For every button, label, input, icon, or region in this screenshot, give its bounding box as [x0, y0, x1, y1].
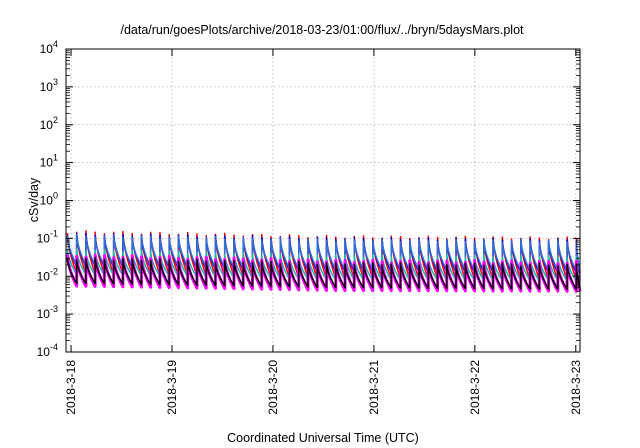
- x-tick-label: 2018-3-22: [468, 360, 482, 415]
- y-tick-label: 101: [40, 153, 58, 170]
- x-tick-label: 2018-3-19: [165, 360, 179, 415]
- x-tick-label: 2018-3-20: [266, 360, 280, 415]
- x-tick-label: 2018-3-21: [367, 360, 381, 415]
- x-axis-label: Coordinated Universal Time (UTC): [227, 431, 419, 445]
- y-tick-label: 10-3: [37, 304, 58, 321]
- x-tick-label: 2018-3-18: [64, 360, 78, 415]
- series-line-3: [66, 233, 581, 272]
- series-group: [65, 230, 582, 293]
- grid: [66, 49, 580, 352]
- x-axis: 2018-3-18 2018-3-19 2018-3-20 2018-3-21 2018…: [64, 49, 583, 415]
- chart-title: /data/run/goesPlots/archive/2018-03-23/0…: [120, 23, 524, 37]
- x-tick-label: 2018-3-23: [569, 360, 583, 415]
- y-tick-label: 104: [40, 39, 58, 56]
- y-axis: 10-4 10-3 10-2 10-1 100 101 102 103 104: [37, 39, 580, 359]
- y-tick-label: 10-4: [37, 342, 58, 359]
- y-tick-label: 100: [40, 191, 58, 208]
- y-tick-label: 103: [40, 77, 58, 94]
- y-tick-label: 10-2: [37, 266, 58, 283]
- y-tick-label: 102: [40, 115, 58, 132]
- series-line-6: [66, 256, 581, 291]
- y-axis-label: cSv/day: [27, 177, 41, 222]
- y-tick-label: 10-1: [37, 228, 58, 245]
